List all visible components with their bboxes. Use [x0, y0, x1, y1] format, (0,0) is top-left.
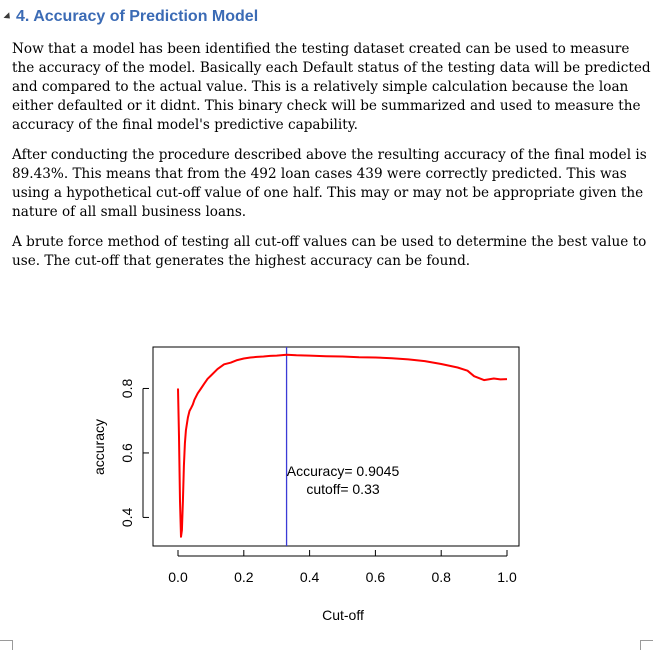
- section-heading[interactable]: 4. Accuracy of Prediction Model: [2, 6, 258, 28]
- x-axis: 0.0 0.2 0.4 0.6 0.8 1.0: [168, 550, 517, 585]
- paragraph-3: A brute force method of testing all cut-…: [12, 233, 646, 271]
- text-line: and compared to the actual value. This i…: [12, 79, 629, 95]
- accuracy-chart: 0.0 0.2 0.4 0.6 0.8 1.0 0.4 0.6 0.8 Accuracy= 0…: [91, 346, 520, 623]
- accuracy-curve: [177, 353, 508, 538]
- y-axis-label: accuracy: [91, 419, 107, 475]
- text-line: the accuracy of the model. Basically eac…: [12, 60, 651, 76]
- plot-frame: [152, 346, 520, 547]
- y-axis: 0.4 0.6 0.8: [119, 379, 149, 527]
- section-title: 4. Accuracy of Prediction Model: [16, 8, 259, 25]
- text-line: accuracy of the final model's predictive…: [12, 117, 358, 133]
- x-tick-label: 0.4: [300, 569, 320, 585]
- page-corner-mark: [0, 640, 13, 650]
- y-tick-label: 0.8: [119, 379, 135, 399]
- x-tick-label: 1.0: [497, 569, 517, 585]
- x-tick-label: 0.8: [431, 569, 451, 585]
- page-corner-mark: [640, 640, 653, 650]
- paragraph-2: After conducting the procedure described…: [12, 146, 647, 222]
- x-tick-label: 0.2: [234, 569, 254, 585]
- text-line: use. The cut-off that generates the high…: [12, 253, 471, 269]
- text-line: After conducting the procedure described…: [12, 147, 647, 163]
- text-line: using a hypothetical cut-off value of on…: [12, 185, 644, 201]
- text-line: nature of all small business loans.: [12, 204, 247, 220]
- paragraph-1: Now that a model has been identified the…: [12, 40, 651, 135]
- annotation-cutoff: cutoff= 0.33: [306, 481, 380, 497]
- text-line: 89.43%. This means that from the 492 loa…: [12, 166, 627, 182]
- text-line: either defaulted or it didnt. This binar…: [12, 98, 641, 114]
- annotation-accuracy: Accuracy= 0.9045: [287, 463, 400, 479]
- y-tick-label: 0.6: [119, 443, 135, 463]
- x-tick-label: 0.0: [168, 569, 188, 585]
- text-line: A brute force method of testing all cut-…: [12, 234, 647, 250]
- x-tick-label: 0.6: [366, 569, 386, 585]
- x-axis-label: Cut-off: [322, 607, 364, 623]
- collapse-triangle-icon[interactable]: [3, 11, 13, 21]
- text-line: Now that a model has been identified the…: [12, 41, 630, 57]
- y-tick-label: 0.4: [119, 507, 135, 527]
